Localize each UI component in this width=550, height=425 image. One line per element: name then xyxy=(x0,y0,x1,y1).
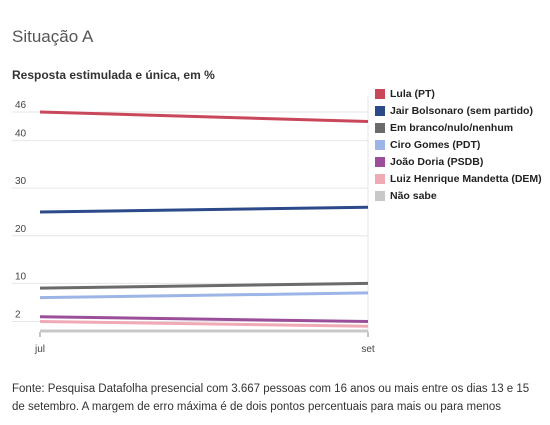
chart-heading: Situação A xyxy=(12,27,94,46)
legend-swatch xyxy=(375,88,385,99)
legend-label: Ciro Gomes (PDT) xyxy=(390,138,481,151)
x-tick-label: set xyxy=(361,344,375,355)
legend-swatch xyxy=(375,156,385,167)
legend-swatch xyxy=(375,173,385,184)
chart-legend: Lula (PT) Jair Bolsonaro (sem partido) Em … xyxy=(375,85,542,204)
series-line xyxy=(39,205,369,214)
legend-label: Em branco/nulo/nenhum xyxy=(390,121,514,134)
legend-item: Lula (PT) xyxy=(375,85,542,102)
legend-label: Jair Bolsonaro (sem partido) xyxy=(390,104,533,117)
series-line xyxy=(39,291,369,300)
series-line xyxy=(39,315,369,323)
legend-item: Jair Bolsonaro (sem partido) xyxy=(375,102,542,119)
chart-subheading: Resposta estimulada e única, em % xyxy=(12,68,215,82)
legend-item: Em branco/nulo/nenhum xyxy=(375,119,542,136)
y-tick-label: 40 xyxy=(15,129,27,140)
y-tick-label: 2 xyxy=(15,309,21,320)
x-tick-label: jul xyxy=(34,344,45,355)
legend-item: Luiz Henrique Mandetta (DEM) xyxy=(375,170,542,187)
y-tick-label: 30 xyxy=(15,176,27,187)
legend-swatch xyxy=(375,122,385,133)
y-tick-label: 46 xyxy=(15,100,27,111)
y-tick-label: 10 xyxy=(15,271,27,282)
legend-item: Não sabe xyxy=(375,187,542,204)
source-footnote: Fonte: Pesquisa Datafolha presencial com… xyxy=(12,383,530,413)
legend-label: Luiz Henrique Mandetta (DEM) xyxy=(390,172,542,185)
legend-item: João Doria (PSDB) xyxy=(375,153,542,170)
series-line xyxy=(39,110,369,124)
series-line xyxy=(39,319,369,328)
legend-label: Lula (PT) xyxy=(390,87,435,100)
legend-item: Ciro Gomes (PDT) xyxy=(375,136,542,153)
series-line xyxy=(39,281,369,290)
legend-label: Não sabe xyxy=(390,189,437,202)
legend-swatch xyxy=(375,190,385,201)
y-tick-label: 20 xyxy=(15,224,27,235)
legend-swatch xyxy=(375,139,385,150)
legend-swatch xyxy=(375,105,385,116)
legend-label: João Doria (PSDB) xyxy=(390,155,484,168)
